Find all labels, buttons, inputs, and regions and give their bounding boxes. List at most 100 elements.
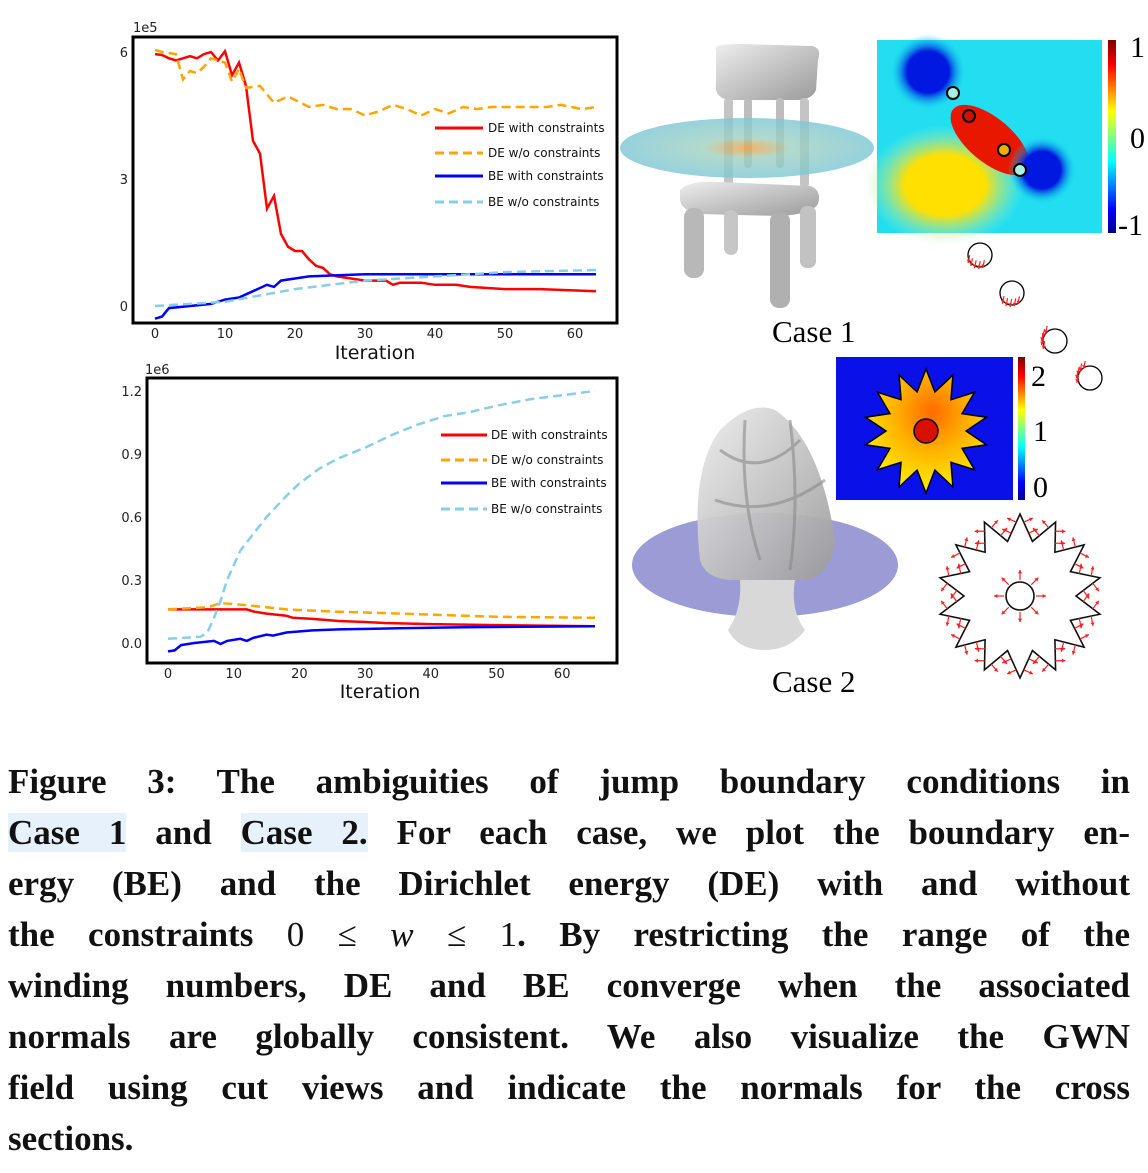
- arrow-head: [1075, 374, 1080, 379]
- y-tick-label: 3: [120, 173, 128, 188]
- arrow-head: [1071, 650, 1076, 655]
- arrow-head: [941, 600, 945, 605]
- cut-plane-disk: [620, 118, 874, 178]
- arrow-head: [1095, 600, 1099, 605]
- y-tick-label: 0.9: [121, 448, 142, 463]
- arrow-head: [981, 264, 986, 269]
- x-tick-label: 0: [164, 667, 172, 682]
- math-text: 0 ≤: [286, 915, 391, 954]
- arrow-head: [975, 647, 980, 652]
- arrow-head: [1040, 337, 1045, 341]
- case1-link[interactable]: Case 1: [8, 813, 127, 852]
- arrow-head: [1016, 300, 1021, 305]
- star-outline: [938, 512, 1102, 680]
- case1-gwn-heatmap: [865, 34, 1102, 245]
- arrow-head: [1028, 517, 1033, 522]
- arrow-head: [956, 564, 961, 569]
- x-tick-label: 50: [497, 327, 514, 342]
- arrow-head: [977, 265, 982, 269]
- x-tick-label: 40: [427, 327, 444, 342]
- arrow-head: [1034, 610, 1039, 615]
- arrow-head: [974, 658, 979, 663]
- arrow-head: [1028, 670, 1033, 675]
- arrow-head: [1075, 378, 1080, 383]
- x-tick-label: 20: [291, 667, 308, 682]
- caption-text: For each case, we plot the boundary en-: [367, 813, 1130, 852]
- arrow-head: [951, 634, 956, 638]
- legend-entry: DE w/o constraints: [491, 453, 603, 467]
- arrow-head: [1001, 300, 1006, 304]
- arrow-head: [1042, 520, 1047, 525]
- y-tick-label: 0: [120, 300, 128, 315]
- vase-model-render: [632, 407, 898, 650]
- arrow-head: [1004, 302, 1009, 306]
- caption-line: sections.: [8, 1119, 134, 1158]
- arrow-head: [1084, 554, 1089, 558]
- x-tick-label: 0: [151, 327, 159, 342]
- arrow-head: [1007, 517, 1012, 522]
- case1-colorbar-mid: 0: [1130, 122, 1145, 155]
- arrow-head: [964, 650, 969, 655]
- arrow-head: [1040, 341, 1045, 346]
- arrow-head: [1041, 333, 1046, 337]
- x-tick-label: 10: [225, 667, 242, 682]
- arrow-head: [1084, 634, 1089, 638]
- x-tick-label: 40: [423, 667, 440, 682]
- legend-entry: DE w/o constraints: [488, 146, 600, 160]
- y-tick-label: 6: [120, 46, 128, 61]
- arrow-head: [966, 259, 971, 264]
- case2-colorbar: [1018, 357, 1025, 500]
- x-tick-label: 50: [488, 667, 505, 682]
- arrow-head: [1090, 566, 1095, 570]
- cross-section-circle: [999, 280, 1025, 306]
- series-line-be-w-o-constraints: [154, 268, 597, 308]
- x-axis-label: Iteration: [335, 342, 416, 364]
- legend-entry: DE with constraints: [491, 428, 608, 442]
- y-scale-label: 1e5: [133, 21, 158, 36]
- arrow-head: [1044, 329, 1049, 334]
- arrow-head: [993, 520, 998, 525]
- case2-normals-cross-section: [938, 512, 1102, 680]
- x-axis-label: Iteration: [340, 681, 421, 703]
- legend-entry: BE with constraints: [491, 476, 607, 490]
- legend-entry: BE w/o constraints: [491, 502, 602, 516]
- x-tick-label: 60: [567, 327, 584, 342]
- arrow-head: [973, 264, 978, 269]
- arrow-head: [1017, 570, 1023, 574]
- arrow-head: [1017, 618, 1023, 622]
- legend-entry: BE w/o constraints: [488, 195, 599, 209]
- arrow-head: [1041, 345, 1046, 350]
- arrow-head: [1002, 528, 1007, 533]
- series-line-be-with-constraints: [154, 273, 596, 320]
- caption-text: . By restricting the range of the: [517, 915, 1130, 954]
- caption-text: the constraints: [8, 915, 287, 954]
- case2-colorbar-mid: 1: [1033, 415, 1048, 448]
- case1-normals-cross-sections: [966, 242, 1103, 391]
- arrow-head: [1007, 670, 1012, 675]
- arrow-head: [1085, 593, 1090, 598]
- caption-line: ergy (BE) and the Dirichlet energy (DE) …: [8, 864, 1130, 903]
- y-scale-label: 1e6: [145, 363, 170, 378]
- arrow-head: [1042, 593, 1046, 599]
- constraint-math: 0 ≤ w ≤ 1: [287, 915, 517, 954]
- plot-frame: [145, 376, 619, 665]
- series-line-de-with-constraints: [168, 608, 596, 628]
- arrow-head: [945, 622, 950, 626]
- arrow-head: [957, 624, 962, 629]
- arrow-head: [1078, 367, 1083, 372]
- math-variable: w: [390, 915, 414, 954]
- arrow-head: [1008, 303, 1013, 307]
- caption-text: The ambiguities of jump boundary conditi…: [176, 762, 1131, 801]
- chart-case2-energy: 0.0 0.3 0.6 0.9 1.2 0 10 20 30 40 50 60 1e6 Iteration…: [121, 363, 619, 703]
- case2-link[interactable]: Case 2.: [240, 813, 368, 852]
- x-tick-label: 10: [217, 327, 234, 342]
- inner-circle: [1005, 581, 1035, 611]
- arrow-head: [1082, 365, 1087, 369]
- x-tick-label: 30: [357, 667, 374, 682]
- figure-label: Figure 3:: [8, 762, 177, 801]
- arrow-head: [1001, 577, 1006, 582]
- series-line-de-with-constraints: [154, 48, 597, 293]
- y-tick-label: 1.2: [121, 385, 142, 400]
